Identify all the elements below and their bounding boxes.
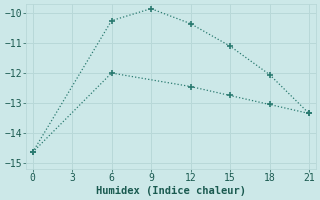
X-axis label: Humidex (Indice chaleur): Humidex (Indice chaleur) bbox=[96, 186, 246, 196]
